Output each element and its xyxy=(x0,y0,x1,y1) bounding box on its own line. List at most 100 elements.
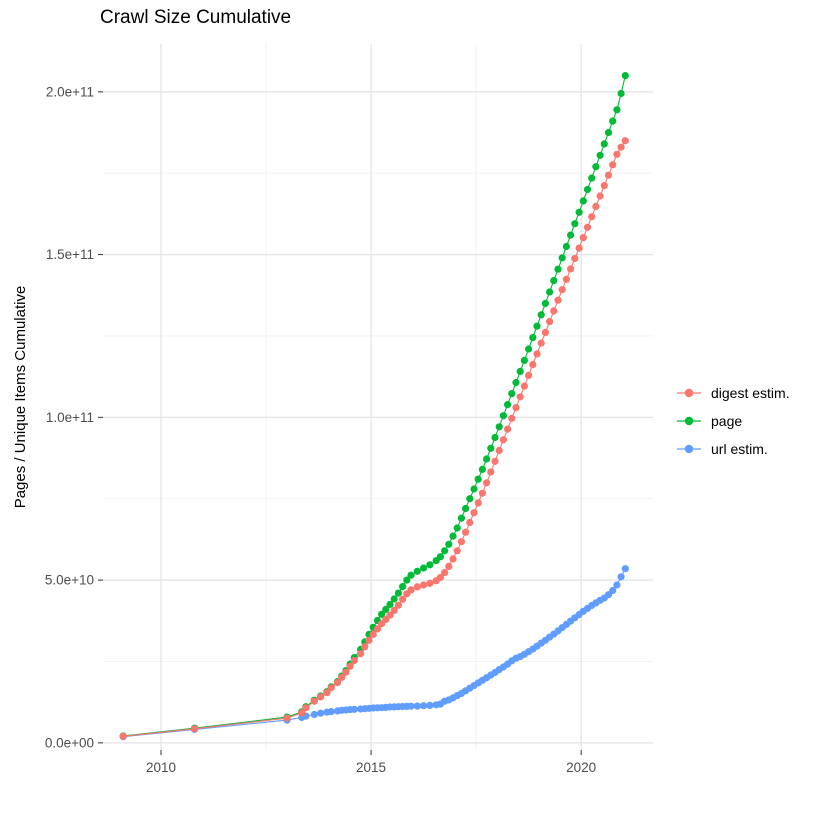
data-point xyxy=(617,573,625,581)
data-point xyxy=(583,223,592,231)
data-point xyxy=(361,643,369,651)
data-point xyxy=(583,185,592,194)
legend-key-digest-icon xyxy=(677,388,701,398)
data-point xyxy=(462,528,470,536)
data-point xyxy=(327,708,335,716)
data-point xyxy=(317,693,325,701)
data-point xyxy=(403,576,411,584)
data-point xyxy=(298,709,306,717)
data-point xyxy=(470,509,478,517)
data-point xyxy=(512,404,520,412)
data-point xyxy=(457,538,465,546)
y-tick-label: 2.0e+11 xyxy=(46,84,94,99)
data-point xyxy=(495,423,503,431)
data-point xyxy=(413,583,421,591)
data-point xyxy=(483,479,491,487)
data-point xyxy=(483,455,491,463)
data-point xyxy=(346,662,354,670)
data-point xyxy=(575,208,583,216)
legend-key-page-icon xyxy=(677,416,701,426)
data-point xyxy=(525,371,533,379)
data-point xyxy=(407,571,415,579)
data-point xyxy=(596,151,604,159)
data-point xyxy=(609,586,617,595)
data-point xyxy=(541,299,550,307)
data-point xyxy=(357,650,365,658)
data-point xyxy=(621,72,629,80)
data-point xyxy=(283,714,291,722)
data-point xyxy=(390,606,398,615)
data-point xyxy=(558,286,566,294)
legend-key-url-icon xyxy=(677,444,701,454)
y-tick-label: 0.0e+00 xyxy=(45,735,94,750)
data-point xyxy=(470,485,478,493)
data-point xyxy=(550,277,558,285)
data-point xyxy=(310,710,318,719)
series-line-url-estim- xyxy=(123,568,626,738)
data-point xyxy=(558,254,566,262)
data-point xyxy=(445,562,453,571)
data-point xyxy=(441,569,449,577)
data-point xyxy=(613,106,621,114)
data-point xyxy=(453,524,461,532)
data-point xyxy=(495,446,503,455)
data-point xyxy=(369,630,377,639)
data-point xyxy=(596,192,604,200)
data-point xyxy=(462,504,470,513)
data-point xyxy=(407,586,415,594)
data-point xyxy=(350,705,358,713)
data-point xyxy=(541,328,550,336)
chart-title: Crawl Size Cumulative xyxy=(100,7,292,28)
legend-label: digest estim. xyxy=(711,385,790,401)
data-point xyxy=(390,595,398,603)
data-point xyxy=(457,514,465,522)
data-point xyxy=(386,600,394,609)
data-point xyxy=(588,174,596,182)
data-point xyxy=(529,334,537,342)
data-point xyxy=(600,140,608,148)
data-point xyxy=(617,89,625,98)
legend: digest estim. page url estim. xyxy=(676,379,790,463)
data-point xyxy=(413,702,421,710)
data-point xyxy=(499,436,507,444)
legend-entry-url-estim: url estim. xyxy=(676,435,790,463)
data-point xyxy=(302,704,310,712)
data-point xyxy=(426,579,434,587)
data-point xyxy=(478,465,486,473)
data-point xyxy=(436,573,444,582)
data-point xyxy=(609,161,617,169)
data-point xyxy=(323,689,331,697)
data-point xyxy=(449,555,457,563)
data-point xyxy=(529,361,537,369)
data-point xyxy=(487,468,495,476)
data-point xyxy=(407,702,415,710)
data-point xyxy=(600,182,608,190)
data-point xyxy=(474,499,482,507)
data-point xyxy=(342,668,350,676)
data-point xyxy=(516,367,524,375)
data-point xyxy=(338,673,346,682)
y-tick-label: 5.0e+10 xyxy=(45,573,94,588)
data-point xyxy=(504,401,512,409)
data-point xyxy=(537,339,545,347)
data-point xyxy=(613,581,621,589)
legend-label: url estim. xyxy=(711,441,768,457)
data-point xyxy=(365,636,373,644)
data-point xyxy=(499,412,507,420)
data-point xyxy=(554,296,562,304)
data-point xyxy=(350,656,358,665)
data-point xyxy=(533,322,541,330)
data-point xyxy=(550,307,558,315)
data-point xyxy=(520,356,529,364)
legend-label: page xyxy=(711,413,743,429)
data-point xyxy=(445,540,453,548)
data-point xyxy=(537,311,545,319)
data-point xyxy=(310,697,318,705)
data-point xyxy=(119,732,127,740)
data-point xyxy=(571,220,579,228)
legend-entry-page: page xyxy=(676,407,790,435)
data-point xyxy=(562,242,571,251)
data-point xyxy=(491,457,499,465)
data-point xyxy=(441,547,449,555)
